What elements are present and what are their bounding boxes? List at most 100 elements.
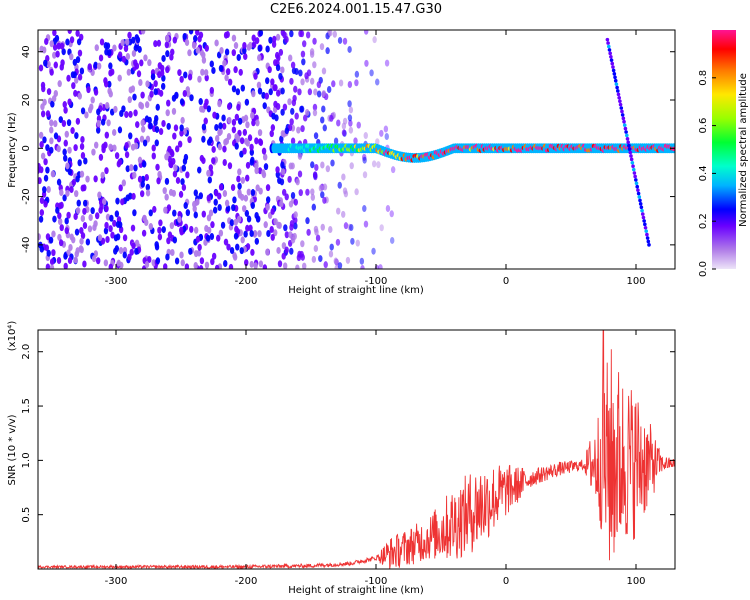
noise-blob: [371, 160, 377, 168]
x-tick-label: -300: [105, 276, 128, 287]
y-tick-label: 2.0: [21, 344, 32, 360]
drift-streak-point: [617, 95, 621, 100]
noise-blob: [115, 233, 121, 241]
noise-blob: [221, 122, 227, 130]
noise-blob: [75, 207, 81, 215]
noise-blob: [183, 153, 189, 161]
noise-blob: [74, 132, 79, 140]
snr-xlabel: Height of straight line (km): [288, 585, 424, 596]
drift-streak-point: [638, 198, 642, 203]
noise-blob: [49, 119, 54, 127]
noise-blob: [230, 184, 236, 192]
noise-blob: [161, 226, 166, 234]
noise-blob: [350, 237, 355, 245]
noise-blob: [100, 118, 106, 126]
noise-blob: [135, 36, 141, 44]
noise-blob: [64, 227, 69, 235]
noise-blob: [258, 260, 264, 268]
noise-blob: [139, 190, 145, 198]
noise-blob: [198, 192, 204, 200]
drift-streak-point: [621, 116, 626, 121]
y-tick-label: 1.5: [21, 398, 32, 414]
noise-blob: [179, 129, 184, 137]
noise-blob: [114, 210, 120, 218]
noise-blob: [287, 175, 292, 183]
noise-blob: [348, 106, 354, 114]
noise-blob: [96, 120, 101, 128]
noise-blob: [217, 143, 223, 151]
drift-streak-point: [635, 184, 640, 189]
noise-blob: [248, 224, 253, 232]
noise-blob: [264, 92, 270, 100]
noise-blob: [139, 59, 144, 67]
noise-blob: [362, 156, 367, 164]
noise-blob: [261, 147, 267, 155]
noise-blob: [362, 205, 367, 213]
noise-blob: [104, 221, 109, 229]
noise-blob: [287, 124, 293, 132]
noise-blob: [144, 261, 150, 269]
noise-blob: [53, 61, 58, 69]
noise-blob: [89, 103, 94, 111]
noise-blob: [96, 126, 101, 134]
noise-blob: [93, 88, 99, 96]
noise-blob: [52, 30, 57, 37]
noise-blob: [109, 108, 115, 116]
noise-blob: [291, 99, 297, 107]
noise-blob: [321, 90, 326, 98]
drift-streak-point: [628, 150, 633, 155]
noise-blob: [329, 243, 334, 251]
noise-blob: [268, 88, 273, 96]
noise-blob: [105, 235, 110, 243]
noise-blob: [104, 167, 109, 175]
noise-blob: [209, 86, 215, 94]
noise-blob: [189, 225, 194, 233]
snr-yscale-label: (x10⁴): [7, 321, 18, 352]
noise-blob: [244, 259, 249, 267]
drift-streak-point: [625, 137, 630, 141]
noise-blob: [74, 190, 79, 198]
noise-blob: [234, 142, 239, 150]
noise-blob: [80, 214, 86, 222]
noise-blob: [189, 94, 194, 102]
noise-blob: [156, 39, 162, 47]
noise-blob: [298, 30, 303, 38]
noise-blob: [73, 144, 78, 152]
noise-blob: [62, 194, 67, 202]
drift-streak-point: [609, 58, 614, 62]
noise-blob: [312, 61, 317, 69]
noise-blob: [55, 206, 60, 214]
noise-blob: [263, 163, 269, 171]
noise-blob: [40, 110, 46, 118]
noise-blob: [138, 78, 143, 86]
noise-blob: [265, 77, 270, 85]
noise-blob: [279, 200, 284, 208]
noise-blob: [45, 166, 50, 174]
noise-blob: [239, 193, 245, 201]
noise-blob: [390, 166, 396, 174]
noise-blob: [312, 109, 318, 117]
x-tick-label: 100: [626, 576, 645, 587]
noise-blob: [337, 262, 343, 269]
y-tick-label: 0: [21, 145, 32, 151]
noise-blob: [281, 252, 286, 260]
noise-blob: [307, 88, 313, 96]
noise-blob: [211, 67, 216, 75]
noise-blob: [177, 69, 182, 77]
noise-blob: [74, 228, 80, 236]
colorbar-tick-label: 0.6: [698, 118, 709, 134]
noise-blob: [75, 175, 80, 183]
drift-streak-point: [636, 188, 640, 192]
noise-blob: [245, 161, 251, 169]
noise-blob: [235, 88, 241, 96]
noise-blob: [90, 207, 95, 215]
noise-blob: [184, 263, 190, 269]
noise-blob: [208, 136, 213, 144]
noise-blob: [226, 132, 232, 140]
noise-blob: [88, 213, 93, 221]
noise-blob: [242, 147, 247, 155]
noise-blob: [38, 131, 44, 139]
noise-blob: [103, 259, 109, 267]
noise-blob: [121, 179, 127, 187]
noise-blob: [254, 37, 260, 45]
